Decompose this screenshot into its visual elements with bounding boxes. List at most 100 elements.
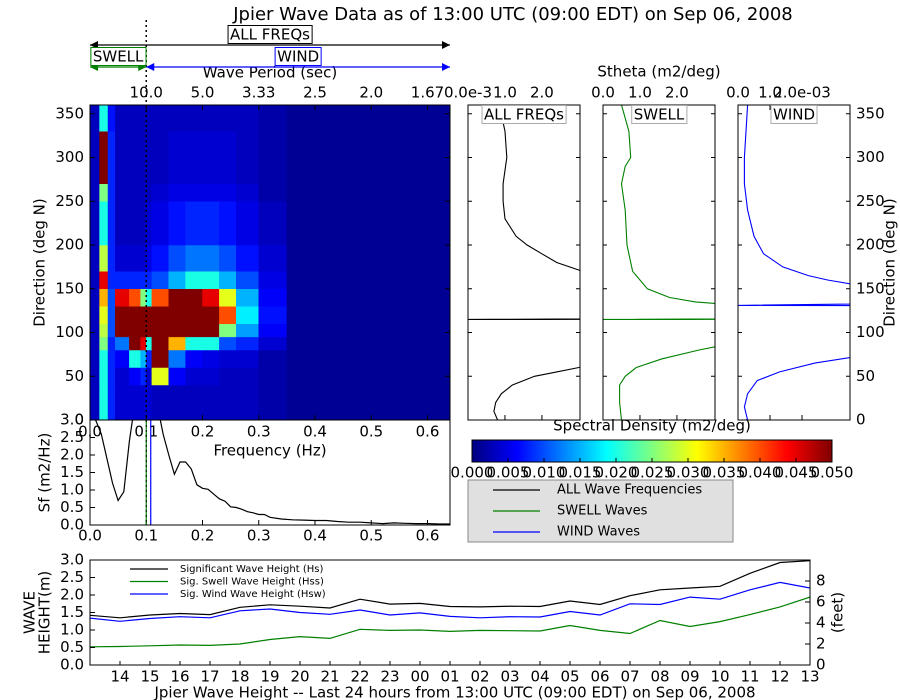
x-tick-label: 00	[410, 668, 429, 686]
x2-tick-label: 10.0	[130, 84, 163, 102]
panel-label: ALL FREQs	[484, 106, 564, 124]
x-tick-label: 0.2	[191, 423, 215, 441]
heat-cell	[286, 183, 451, 202]
heat-cell	[99, 367, 109, 386]
heat-cell	[202, 183, 220, 202]
heat-cell	[146, 131, 153, 184]
heat-cell	[107, 244, 116, 272]
x-tick-label: 0.2	[191, 527, 215, 545]
heat-cell	[146, 306, 153, 324]
heat-cell	[146, 183, 153, 202]
heat-cell	[168, 271, 186, 289]
heat-cell	[236, 183, 259, 202]
heat-cell	[286, 306, 451, 324]
heat-cell	[99, 336, 109, 351]
x-tick-label: 0.6	[416, 527, 440, 545]
y-tick-label: 300	[55, 148, 84, 166]
heat-cell	[107, 336, 116, 351]
y-tick-label: 3.0	[60, 551, 84, 569]
colorbar-tick-label: 0.000	[451, 464, 494, 482]
heat-cell	[185, 384, 203, 421]
x-axis-label: Frequency (Hz)	[213, 442, 326, 460]
y-tick-label: 1.0	[60, 481, 84, 499]
y-tick-label: 0.0	[60, 516, 84, 534]
heat-cell	[168, 104, 186, 132]
heat-cell	[140, 349, 147, 368]
heat-cell	[107, 183, 116, 202]
legend-label: Sig. Wind Wave Height (Hsw)	[180, 589, 326, 600]
heat-cell	[219, 201, 237, 246]
x-tick-label: 0.3	[247, 527, 271, 545]
y-tick-label: 350	[856, 104, 885, 122]
heat-cell	[146, 349, 153, 368]
heat-cell	[286, 271, 451, 289]
heat-cell	[236, 201, 259, 246]
heat-cell	[236, 367, 259, 386]
x-tick-label: 14	[110, 668, 129, 686]
x-tick-label: 2.0	[665, 84, 689, 102]
heat-cell	[185, 104, 203, 132]
x-tick-label: 1.0	[628, 84, 652, 102]
heat-cell	[219, 288, 237, 307]
heat-cell	[140, 336, 147, 351]
heat-cell	[89, 183, 100, 202]
x-tick-label: 0.5	[359, 527, 383, 545]
heat-cell	[129, 384, 141, 421]
heat-cell	[89, 201, 100, 246]
heat-cell	[107, 271, 116, 289]
heat-cell	[151, 367, 169, 386]
colorbar-tick-label: 0.035	[703, 464, 746, 482]
y-tick-label: 1.5	[60, 603, 84, 621]
heat-cell	[286, 201, 451, 246]
heat-cell	[219, 384, 237, 421]
heat-cell	[236, 288, 259, 307]
y-tick-label: 100	[55, 323, 84, 341]
heat-cell	[129, 367, 141, 386]
heat-cell	[185, 288, 203, 307]
arrow-head	[442, 63, 450, 71]
heat-cell	[107, 201, 116, 246]
heat-cell	[129, 183, 141, 202]
heat-cell	[185, 131, 203, 184]
x-tick-label: 23	[380, 668, 399, 686]
profiles-title: Stheta (m2/deg)	[597, 63, 720, 81]
heat-cell	[202, 288, 220, 307]
x-tick-label: 1.0	[758, 84, 782, 102]
heat-cell	[129, 288, 141, 307]
legend-label: SWELL Waves	[557, 504, 648, 519]
y-tick-label: 300	[856, 148, 885, 166]
heat-cell	[99, 271, 109, 289]
stheta-line	[603, 105, 715, 420]
heat-cell	[115, 244, 130, 272]
heat-cell	[99, 349, 109, 368]
y-tick-label: 100	[856, 323, 885, 341]
heat-cell	[89, 336, 100, 351]
x-tick-label: 22	[350, 668, 369, 686]
heat-cell	[115, 367, 130, 386]
x2-tick-label: 2.5	[303, 84, 327, 102]
heat-cell	[107, 288, 116, 307]
x-tick-label: 06	[590, 668, 609, 686]
heat-cell	[286, 244, 451, 272]
heat-cell	[286, 336, 451, 351]
x2-tick-label: 2.0	[359, 84, 383, 102]
heat-cell	[115, 288, 130, 307]
heat-cell	[286, 384, 451, 421]
heat-cell	[219, 271, 237, 289]
heat-cell	[115, 131, 130, 184]
series-line	[90, 560, 810, 619]
heat-cell	[168, 288, 186, 307]
heat-cell	[115, 384, 130, 421]
label-box	[90, 47, 147, 66]
heat-cell	[107, 323, 116, 338]
heat-cell	[202, 104, 220, 132]
legend-label: Sig. Swell Wave Height (Hss)	[180, 577, 324, 588]
heat-cell	[258, 201, 288, 246]
heat-cell	[107, 104, 116, 132]
colorbar-label: Spectral Density (m2/deg)	[553, 417, 751, 435]
heat-cell	[89, 323, 100, 338]
heat-cell	[258, 306, 288, 324]
y-tick-label: 150	[856, 279, 885, 297]
colorbar-tick-label: 0.020	[595, 464, 638, 482]
